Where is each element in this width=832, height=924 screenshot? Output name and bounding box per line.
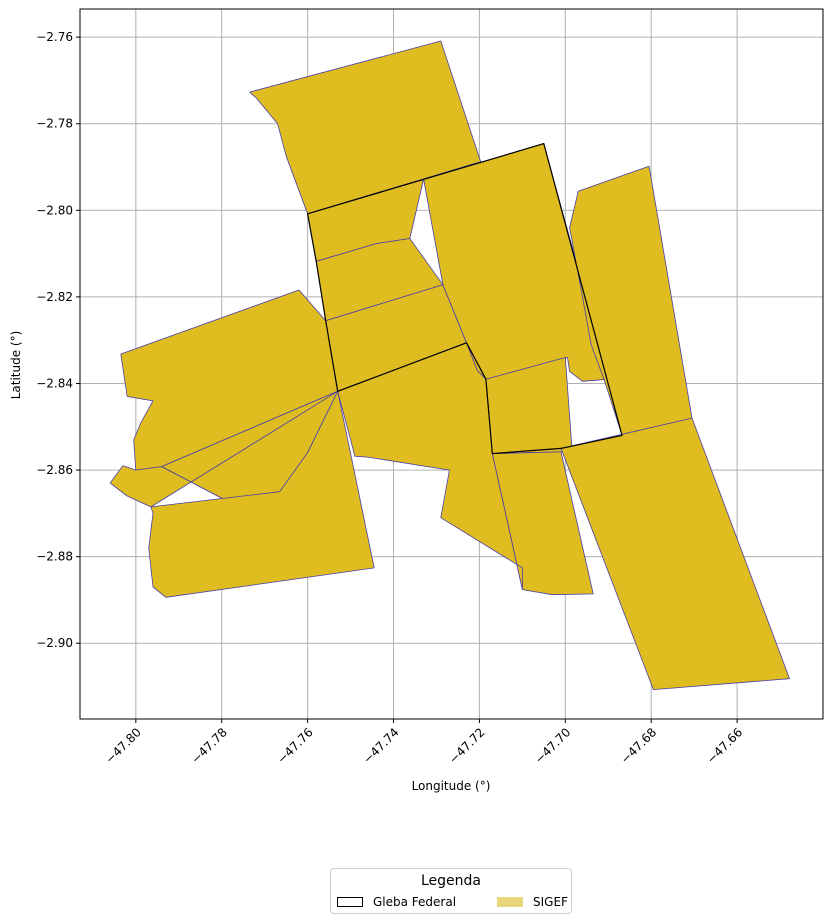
- y-tick-label: −2.76: [36, 30, 73, 44]
- x-ticks: −47.80 −47.78 −47.76 −47.74 −47.72 −47.70 −47.…: [103, 719, 745, 767]
- gleba-federal-layer: [307, 143, 623, 455]
- sigef-swatch: [497, 897, 523, 907]
- x-tick-label: −47.80: [103, 725, 144, 766]
- legend: Legenda Gleba Federal SIGEF: [330, 868, 572, 914]
- legend-label-gleba-federal: Gleba Federal: [373, 895, 457, 909]
- legend-label-sigef: SIGEF: [533, 895, 568, 909]
- x-tick-label: −47.78: [189, 725, 230, 766]
- y-axis-label: Latitude (°): [9, 331, 23, 400]
- sigef-parcel: [560, 417, 790, 690]
- y-tick-label: −2.82: [36, 290, 73, 304]
- gleba-federal-swatch: [337, 897, 363, 907]
- gleba-federal-boundary: [307, 143, 623, 455]
- y-ticks: −2.76 −2.78 −2.80 −2.82 −2.84 −2.86 −2.88 −2.90: [36, 30, 80, 650]
- x-tick-label: −47.66: [704, 725, 745, 766]
- x-tick-label: −47.76: [274, 725, 315, 766]
- x-tick-label: −47.68: [618, 725, 659, 766]
- x-tick-label: −47.70: [532, 725, 573, 766]
- y-tick-label: −2.80: [36, 203, 73, 217]
- legend-item-gleba-federal: Gleba Federal: [337, 895, 456, 909]
- x-axis-label: Longitude (°): [412, 779, 491, 793]
- x-tick-label: −47.74: [360, 725, 401, 766]
- sigef-parcel: [148, 390, 375, 598]
- sigef-parcel: [569, 165, 693, 436]
- sigef-parcel: [337, 342, 523, 590]
- sigef-parcel: [249, 40, 482, 215]
- y-tick-label: −2.90: [36, 636, 73, 650]
- y-tick-label: −2.78: [36, 117, 73, 131]
- plot-frame: [79, 8, 824, 720]
- sigef-layer: [109, 40, 790, 690]
- legend-item-sigef: SIGEF: [497, 895, 568, 909]
- y-tick-label: −2.84: [36, 376, 73, 390]
- y-tick-label: −2.86: [36, 463, 73, 477]
- legend-title: Legenda: [420, 873, 481, 889]
- y-tick-label: −2.88: [36, 550, 73, 564]
- x-tick-label: −47.72: [446, 725, 487, 766]
